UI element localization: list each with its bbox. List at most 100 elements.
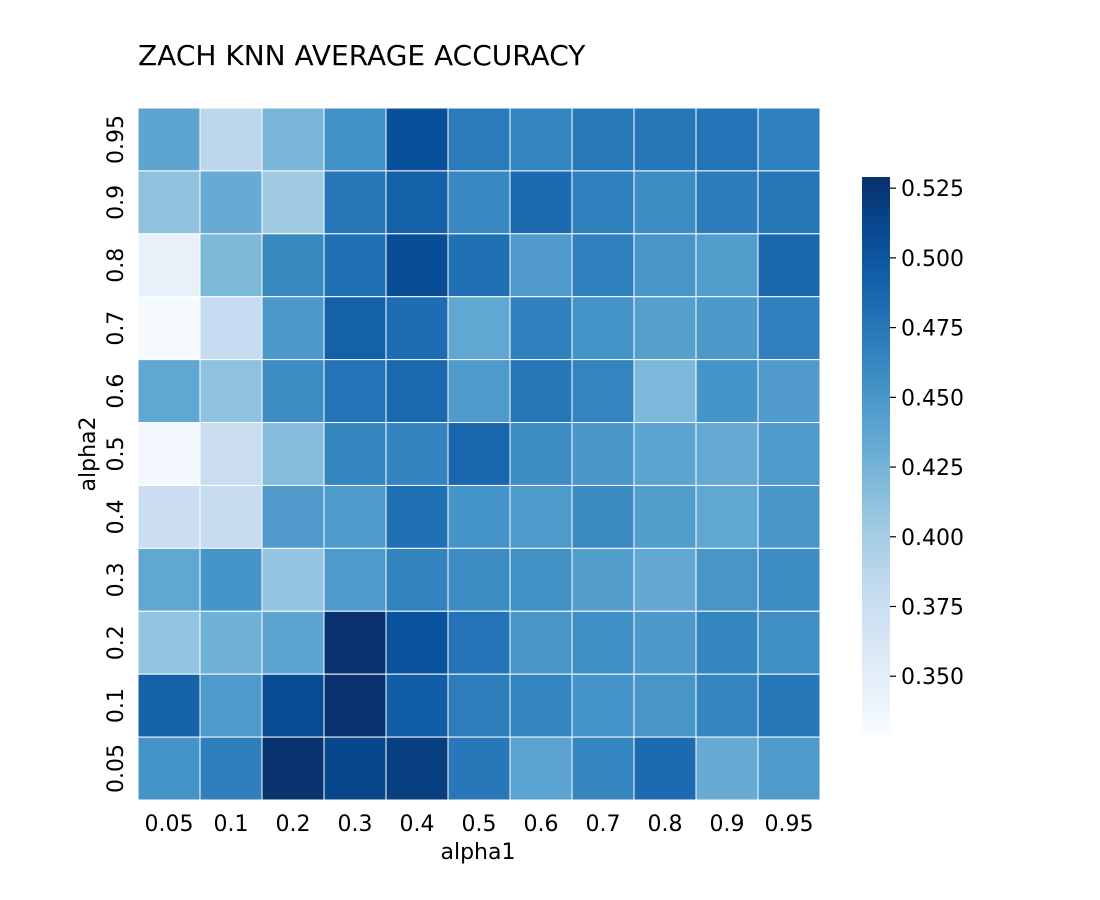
- heatmap-cell: [261, 610, 325, 675]
- heatmap-cell: [695, 736, 759, 801]
- heatmap-cell: [447, 610, 511, 675]
- x-tick-label: 0.3: [338, 812, 373, 837]
- heatmap-cell: [633, 170, 697, 235]
- y-tick-label: 0.95: [104, 115, 129, 164]
- colorbar-tick-label: 0.475: [901, 317, 964, 342]
- heatmap-cell: [199, 673, 263, 738]
- heatmap-cell: [137, 736, 201, 801]
- colorbar-tick-label: 0.525: [901, 177, 964, 202]
- heatmap-cell: [447, 107, 511, 172]
- heatmap-cell: [137, 170, 201, 235]
- heatmap-cell: [757, 736, 821, 801]
- heatmap-cell: [261, 547, 325, 612]
- heatmap-cell: [571, 233, 635, 298]
- heatmap-cell: [633, 673, 697, 738]
- heatmap-cell: [261, 422, 325, 486]
- heatmap-cell: [199, 547, 263, 612]
- heatmap-cell: [385, 673, 449, 738]
- heatmap-cell: [137, 233, 201, 298]
- y-tick-label: 0.2: [104, 625, 129, 660]
- y-tick-label: 0.1: [104, 688, 129, 723]
- heatmap-cell: [509, 547, 573, 612]
- y-axis-label: alpha2: [76, 417, 101, 492]
- heatmap-cell: [447, 233, 511, 298]
- heatmap-cell: [571, 107, 635, 172]
- heatmap-cell: [323, 422, 387, 486]
- heatmap-cell: [199, 484, 263, 549]
- heatmap-cell: [385, 233, 449, 298]
- heatmap-cells: [137, 107, 821, 801]
- heatmap-cell: [137, 547, 201, 612]
- heatmap-cell: [137, 610, 201, 675]
- heatmap-cell: [137, 673, 201, 738]
- colorbar-tick-label: 0.500: [901, 247, 964, 272]
- heatmap-cell: [385, 547, 449, 612]
- heatmap-cell: [385, 422, 449, 486]
- heatmap-cell: [199, 359, 263, 424]
- heatmap-cell: [385, 107, 449, 172]
- heatmap-cell: [137, 107, 201, 172]
- heatmap-cell: [571, 547, 635, 612]
- x-tick-label: 0.95: [765, 812, 814, 837]
- heatmap-cell: [757, 422, 821, 486]
- heatmap-cell: [571, 296, 635, 361]
- heatmap-cell: [199, 736, 263, 801]
- heatmap-cell: [633, 233, 697, 298]
- y-tick-label: 0.3: [104, 562, 129, 597]
- heatmap-cell: [447, 547, 511, 612]
- heatmap-cell: [633, 422, 697, 486]
- heatmap-cell: [509, 107, 573, 172]
- colorbar-tick-label: 0.450: [901, 386, 964, 411]
- heatmap-cell: [385, 296, 449, 361]
- heatmap-cell: [323, 170, 387, 235]
- heatmap-cell: [261, 359, 325, 424]
- heatmap-cell: [695, 359, 759, 424]
- heatmap-cell: [261, 170, 325, 235]
- heatmap-cell: [695, 296, 759, 361]
- heatmap-cell: [571, 484, 635, 549]
- y-tick-label: 0.8: [104, 248, 129, 283]
- heatmap-cell: [571, 736, 635, 801]
- heatmap-cell: [137, 422, 201, 486]
- heatmap-cell: [323, 359, 387, 424]
- heatmap-cell: [323, 484, 387, 549]
- x-tick-label: 0.9: [710, 812, 745, 837]
- colorbar-gradient: [862, 177, 890, 732]
- heatmap-cell: [385, 170, 449, 235]
- x-tick-label: 0.7: [586, 812, 621, 837]
- heatmap-cell: [757, 170, 821, 235]
- colorbar-tick-label: 0.425: [901, 456, 964, 481]
- heatmap-cell: [509, 296, 573, 361]
- x-tick-labels: 0.05 0.1 0.2 0.3 0.4 0.5 0.6 0.7 0.8 0.9 0.95: [145, 812, 814, 837]
- heatmap-cell: [199, 422, 263, 486]
- heatmap-cell: [509, 673, 573, 738]
- heatmap-cell: [757, 359, 821, 424]
- heatmap-cell: [261, 107, 325, 172]
- heatmap-cell: [695, 547, 759, 612]
- heatmap-cell: [323, 233, 387, 298]
- heatmap-cell: [633, 107, 697, 172]
- heatmap-cell: [447, 296, 511, 361]
- x-tick-label: 0.1: [214, 812, 249, 837]
- heatmap-cell: [447, 359, 511, 424]
- x-tick-label: 0.4: [400, 812, 435, 837]
- heatmap-cell: [633, 296, 697, 361]
- heatmap-cell: [509, 736, 573, 801]
- colorbar-tick-label: 0.375: [901, 595, 964, 620]
- heatmap-cell: [509, 422, 573, 486]
- heatmap-cell: [509, 484, 573, 549]
- heatmap-cell: [323, 610, 387, 675]
- heatmap-cell: [633, 359, 697, 424]
- heatmap-cell: [323, 296, 387, 361]
- colorbar-tick-label: 0.400: [901, 526, 964, 551]
- heatmap-cell: [633, 736, 697, 801]
- x-tick-label: 0.5: [462, 812, 497, 837]
- heatmap-cell: [633, 484, 697, 549]
- y-tick-label: 0.5: [104, 437, 129, 472]
- heatmap-cell: [633, 610, 697, 675]
- heatmap-cell: [695, 610, 759, 675]
- heatmap-cell: [447, 673, 511, 738]
- chart-title: ZACH KNN AVERAGE ACCURACY: [138, 39, 586, 72]
- y-tick-labels: 0.95 0.9 0.8 0.7 0.6 0.5 0.4 0.3 0.2 0.1 0.05: [104, 115, 129, 793]
